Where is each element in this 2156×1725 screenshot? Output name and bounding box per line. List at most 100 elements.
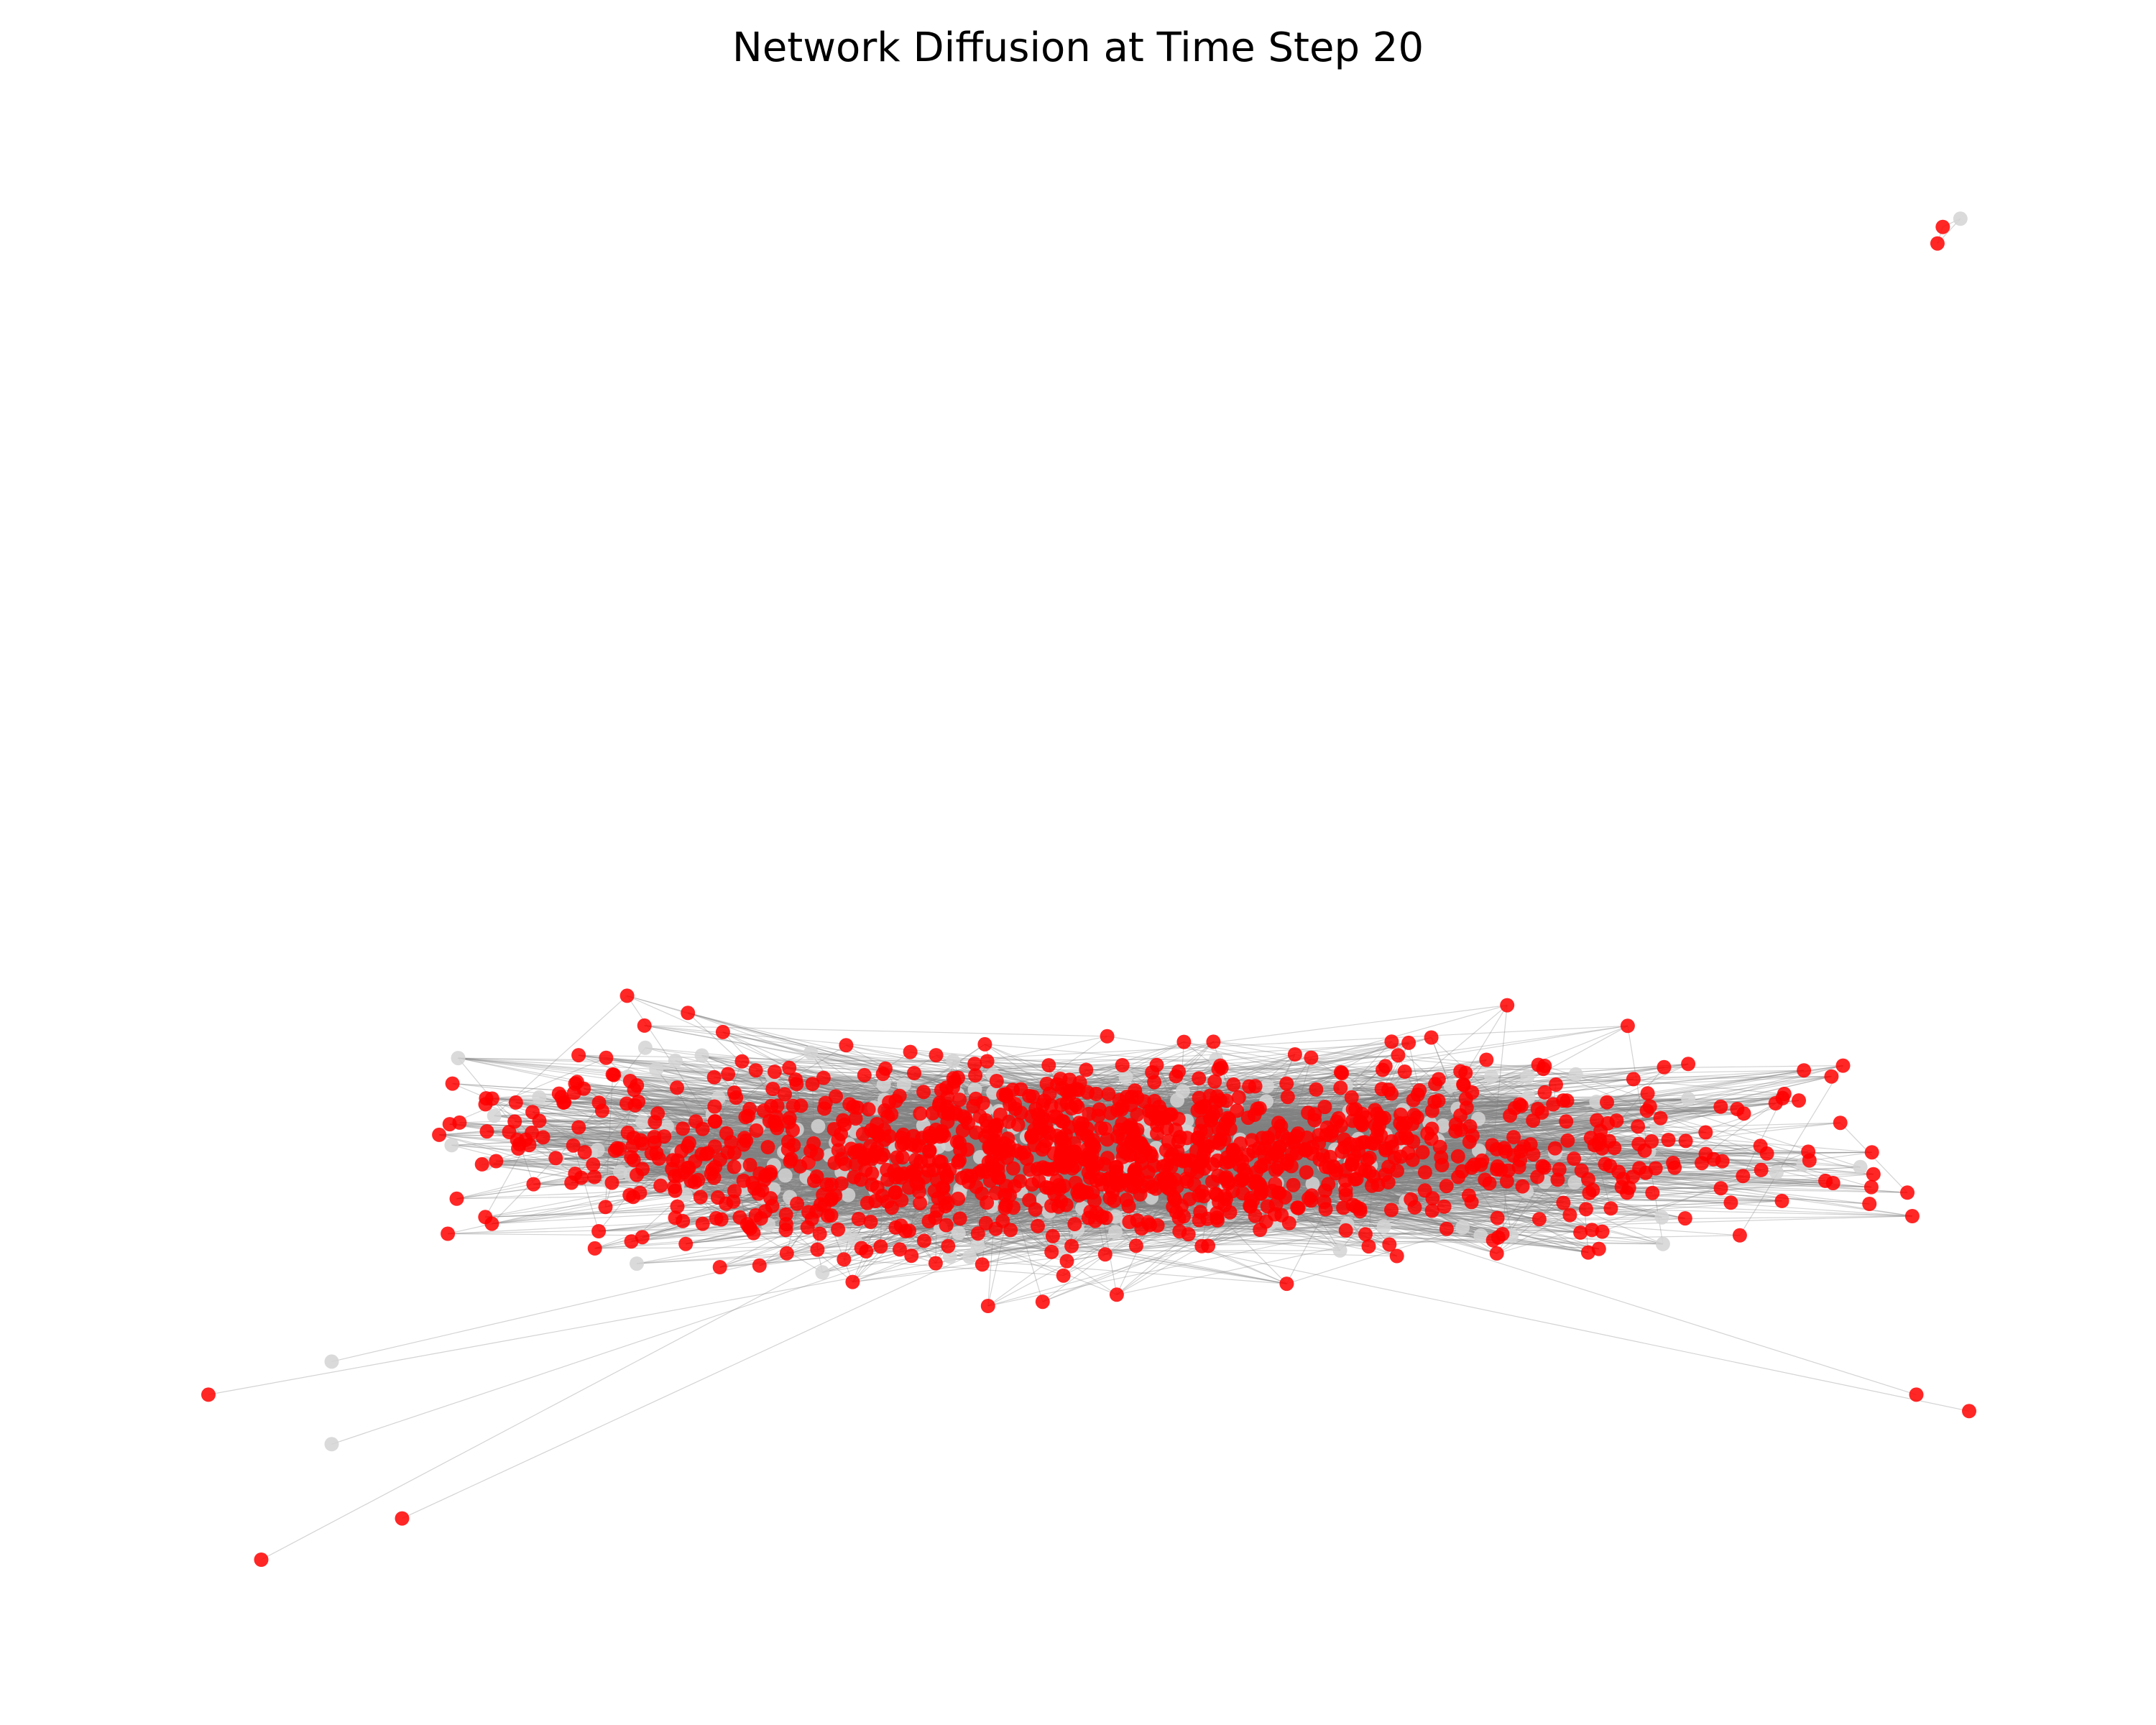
infected-node (1035, 1294, 1050, 1310)
edge (910, 1052, 1597, 1103)
infected-node (831, 1143, 846, 1158)
edge (1087, 1092, 1567, 1101)
edge (1502, 1179, 1558, 1235)
infected-node (1723, 1195, 1738, 1210)
susceptible-node (668, 1053, 683, 1068)
infected-node (1317, 1100, 1332, 1115)
edge (1311, 1057, 1401, 1116)
susceptible-node (815, 1265, 830, 1280)
edge (573, 1145, 599, 1232)
edge (747, 1100, 1045, 1117)
infected-node (706, 1070, 722, 1085)
susceptible-node (1567, 1175, 1583, 1190)
susceptible-node (1681, 1092, 1696, 1106)
edge (1256, 1130, 1601, 1186)
susceptible-node (637, 1040, 653, 1055)
susceptible-node (896, 1077, 911, 1092)
edge (458, 1057, 777, 1126)
edge (1343, 1167, 1656, 1208)
edge (660, 1185, 1581, 1233)
susceptible-node (1260, 1079, 1274, 1094)
edge (1355, 1108, 1872, 1153)
edge (1144, 1071, 1405, 1123)
edge (784, 1077, 954, 1095)
edge (919, 1202, 979, 1234)
edge (773, 1088, 960, 1100)
infected-node (778, 1087, 792, 1102)
edge (1215, 1094, 1418, 1113)
infected-node (587, 1169, 602, 1184)
edge (606, 1057, 1158, 1126)
edge (662, 1182, 1369, 1247)
edge (1107, 1036, 1473, 1093)
edge (969, 1207, 1298, 1258)
edge (1270, 1150, 1645, 1224)
susceptible-node (1953, 211, 1968, 226)
edge (1344, 1025, 1628, 1141)
edge (812, 1083, 1008, 1159)
infected-node (604, 1175, 619, 1190)
edge (594, 1246, 949, 1249)
edge (485, 1103, 977, 1133)
edge (952, 1087, 1595, 1146)
infected-node (812, 1226, 827, 1241)
edge (895, 1215, 1912, 1228)
infected-node (829, 1089, 843, 1104)
susceptible-node (1376, 1219, 1391, 1234)
susceptible-node (532, 1090, 547, 1105)
edge (866, 1235, 1740, 1252)
edge (519, 1090, 941, 1145)
edge (969, 1180, 1826, 1258)
infected-node (1620, 1018, 1635, 1034)
edge (786, 1187, 1168, 1230)
edge (1204, 1144, 1503, 1235)
edge (683, 1172, 766, 1177)
edge (1067, 1197, 1433, 1262)
edge (1279, 1153, 1313, 1194)
edge (913, 1059, 1217, 1074)
edge (687, 1012, 951, 1257)
edge (1064, 1218, 1685, 1254)
edge (773, 1189, 1287, 1284)
susceptible-node (694, 1048, 709, 1063)
susceptible-node (951, 1225, 966, 1241)
edge (633, 1098, 976, 1138)
edge (612, 1074, 992, 1207)
edge (977, 1233, 1287, 1284)
infected-node (707, 1099, 722, 1114)
susceptible-node (946, 1054, 961, 1069)
edge (1076, 1041, 1214, 1090)
susceptible-node (778, 1168, 793, 1183)
chart-title: Network Diffusion at Time Step 20 (732, 24, 1424, 71)
edge (1286, 1162, 1674, 1284)
infected-node (1299, 1165, 1314, 1180)
susceptible-node (1473, 1228, 1488, 1243)
edge (519, 1067, 790, 1145)
edge (1340, 1092, 1473, 1251)
node-layer (201, 211, 1976, 1567)
edge (1250, 1206, 1581, 1233)
susceptible-node (841, 1187, 856, 1202)
infected-node (903, 1044, 918, 1059)
susceptible-node (1436, 1118, 1450, 1133)
edge (918, 1191, 1970, 1412)
infected-node (571, 1120, 586, 1135)
edge (1079, 1082, 1294, 1142)
infected-node (752, 1258, 767, 1273)
edge (895, 1227, 1663, 1245)
edge (1431, 1037, 1556, 1154)
infected-node (624, 1234, 639, 1249)
infected-node (727, 1159, 742, 1174)
infected-node (790, 1196, 805, 1211)
susceptible-node (649, 1062, 664, 1077)
edge (1375, 1076, 1492, 1110)
edge (1596, 1120, 1761, 1171)
edge (1116, 1183, 1912, 1217)
edge (811, 1052, 1404, 1111)
infected-node (695, 1216, 710, 1231)
susceptible-node (324, 1437, 339, 1452)
infected-node (678, 1236, 694, 1251)
susceptible-node (630, 1256, 644, 1271)
susceptible-node (962, 1249, 977, 1264)
edge (975, 1036, 1107, 1064)
